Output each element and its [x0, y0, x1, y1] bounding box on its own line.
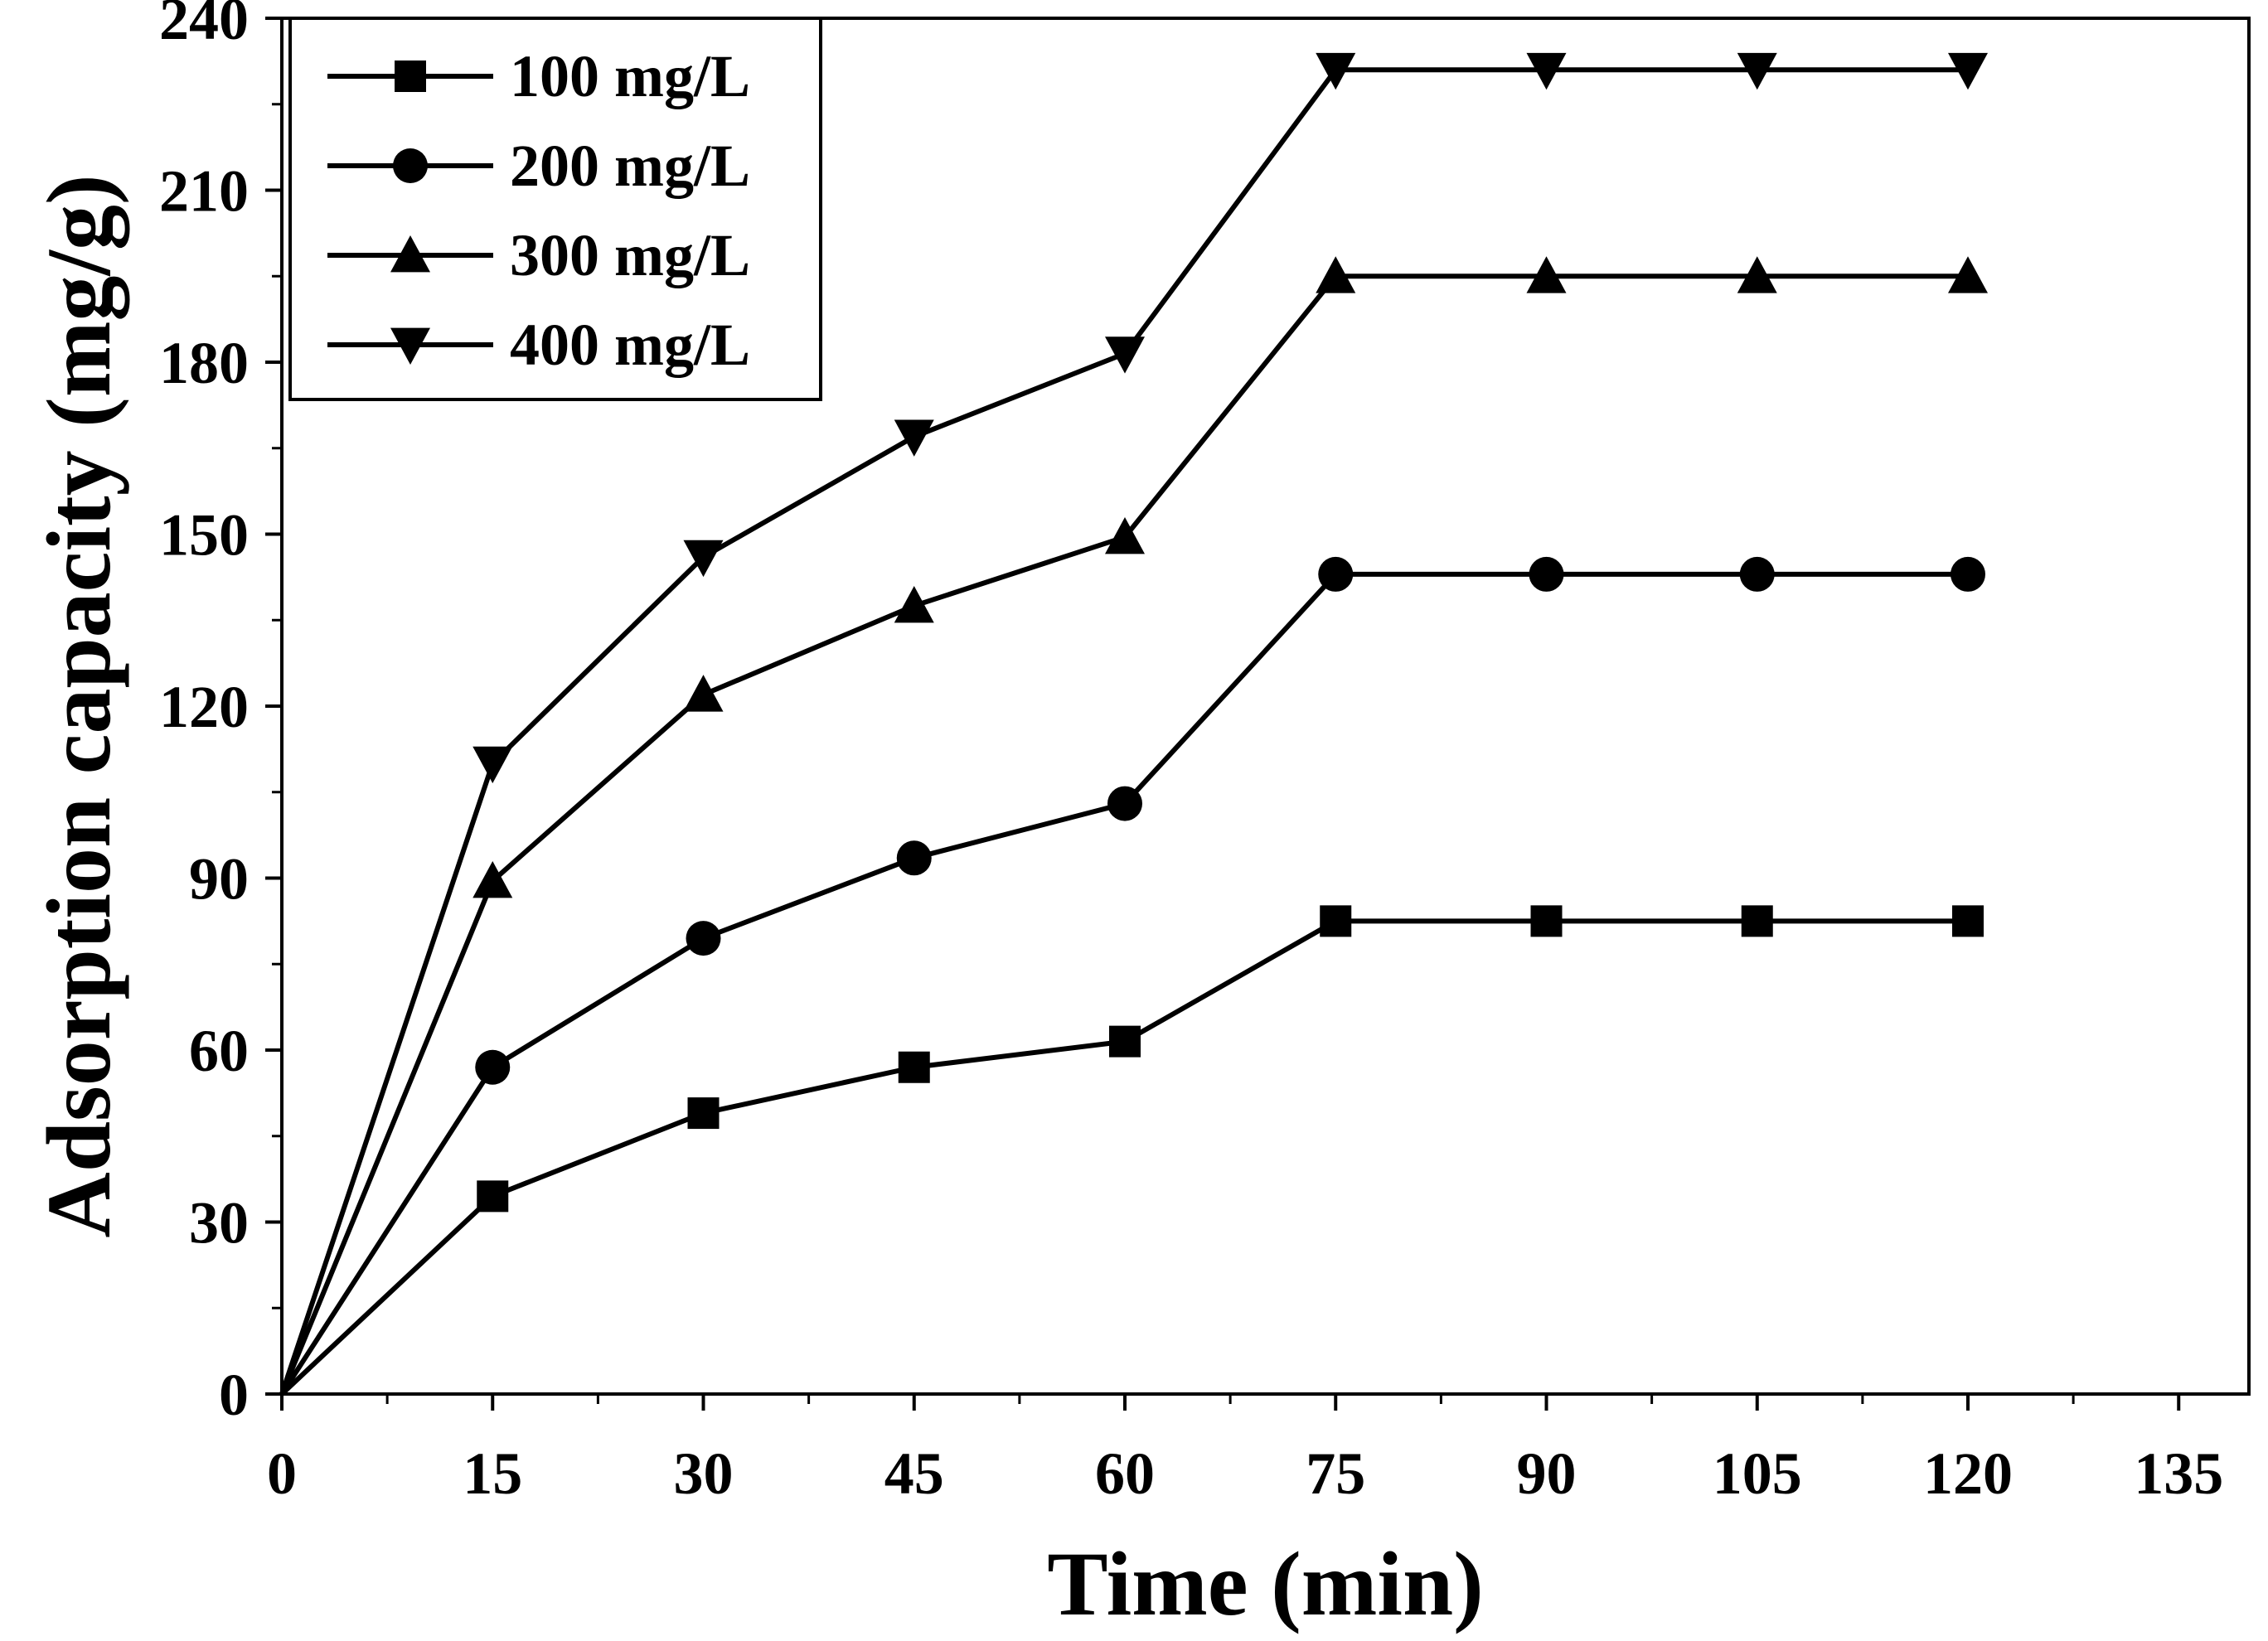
legend-marker	[390, 327, 430, 365]
data-point	[1951, 556, 1985, 592]
series-1	[279, 905, 1984, 1397]
data-point	[1526, 256, 1567, 293]
legend-label: 200 mg/L	[510, 133, 750, 199]
data-point	[1737, 52, 1777, 90]
data-point	[475, 1049, 511, 1085]
data-point	[1105, 516, 1145, 554]
data-point	[477, 1180, 509, 1213]
data-point	[472, 746, 513, 784]
data-point	[472, 860, 513, 898]
x-tick-label: 15	[463, 1440, 522, 1507]
data-point	[1320, 905, 1352, 937]
x-tick-label: 60	[1095, 1440, 1155, 1507]
y-tick-label: 30	[189, 1190, 249, 1256]
data-point	[687, 1097, 720, 1130]
data-point	[1952, 905, 1984, 937]
data-point	[1526, 52, 1567, 90]
data-point	[683, 540, 724, 578]
data-point	[1948, 256, 1988, 293]
legend-entry: 200 mg/L	[327, 133, 750, 199]
series-line	[279, 918, 1968, 1397]
series-line	[279, 274, 1968, 1396]
x-tick-label: 0	[267, 1440, 297, 1507]
legend-label: 300 mg/L	[510, 222, 750, 288]
data-point	[894, 585, 934, 623]
data-point	[1948, 52, 1988, 90]
data-point	[1737, 256, 1777, 293]
x-tick-label: 105	[1713, 1440, 1802, 1507]
legend-marker	[393, 148, 428, 183]
y-tick-label: 240	[159, 0, 249, 52]
data-point	[1109, 1025, 1141, 1058]
data-point	[1105, 336, 1145, 374]
series-2	[279, 556, 1985, 1396]
x-axis-title: Time (min)	[1047, 1533, 1484, 1634]
data-point	[1316, 52, 1356, 90]
data-point	[894, 419, 934, 457]
y-tick-label: 0	[219, 1362, 249, 1428]
axes-layer: 0 15 30 45 60 75 90 105 120 135 0 30 60 90 120 150 180 21…	[159, 0, 2251, 1507]
y-tick-label: 120	[159, 674, 249, 740]
y-tick-label: 180	[159, 330, 249, 396]
data-point	[1316, 256, 1356, 293]
x-tick-label: 90	[1517, 1440, 1577, 1507]
x-tick-label: 45	[884, 1440, 944, 1507]
y-tick-label: 150	[159, 502, 249, 569]
data-point	[898, 1051, 930, 1083]
data-point	[686, 921, 721, 956]
legend-label: 100 mg/L	[510, 43, 750, 109]
series-4	[279, 52, 1988, 1395]
y-tick-label: 90	[189, 846, 249, 912]
x-tick-label: 135	[2134, 1440, 2223, 1507]
series-layer	[279, 52, 1988, 1397]
data-point	[683, 675, 724, 712]
data-point	[1107, 786, 1142, 821]
legend: 100 mg/L 200 mg/L 300 mg/L 400 mg/L	[288, 17, 822, 401]
x-tick-label: 75	[1306, 1440, 1365, 1507]
legend-marker	[390, 235, 430, 273]
x-tick-label: 120	[1923, 1440, 2013, 1507]
y-tick-label: 210	[159, 158, 249, 225]
data-point	[1529, 556, 1564, 592]
legend-entry: 100 mg/L	[327, 43, 750, 109]
series-3	[279, 256, 1988, 1396]
legend-box	[288, 17, 822, 401]
data-point	[896, 840, 932, 876]
data-point	[1739, 556, 1775, 592]
x-tick-label: 30	[674, 1440, 734, 1507]
legend-entry: 300 mg/L	[327, 222, 750, 288]
legend-entry: 400 mg/L	[327, 312, 750, 378]
series-line	[279, 571, 1968, 1396]
legend-label: 400 mg/L	[510, 312, 750, 378]
legend-marker	[395, 61, 426, 92]
y-axis-title: Adsorption capacity (mg/g)	[28, 174, 129, 1237]
data-point	[1530, 905, 1563, 937]
y-tick-label: 60	[189, 1018, 249, 1084]
data-point	[1741, 905, 1773, 937]
data-point	[1318, 556, 1354, 592]
